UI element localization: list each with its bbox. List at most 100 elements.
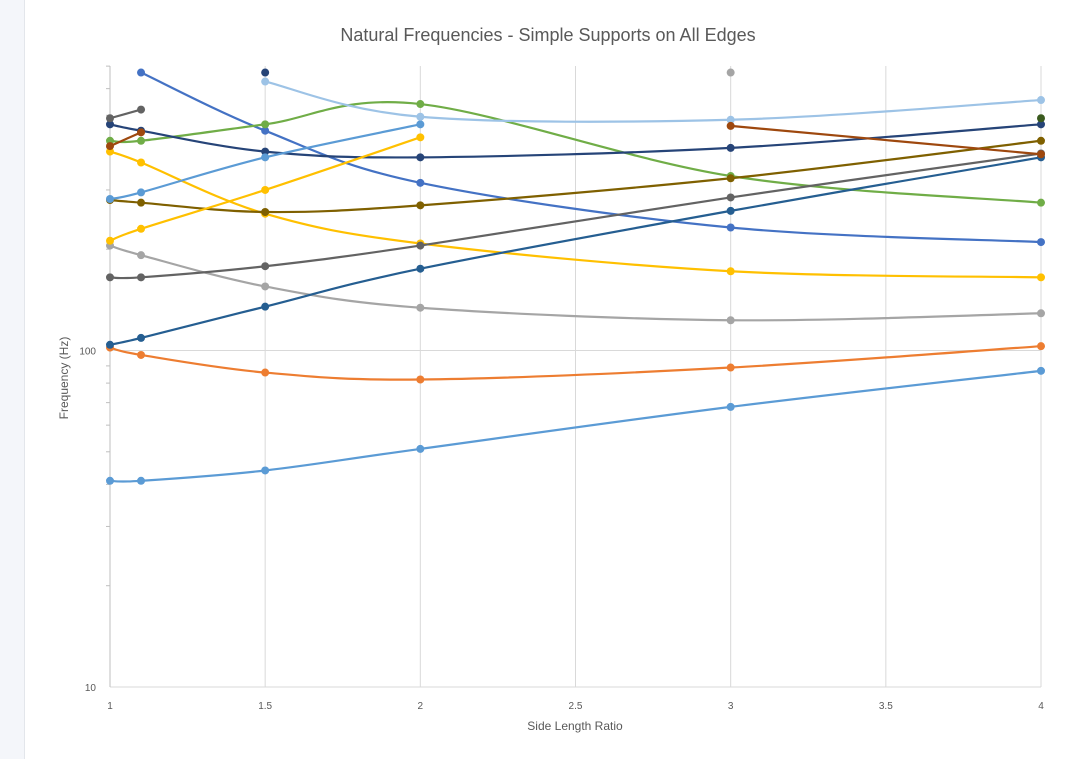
data-point	[1037, 136, 1045, 145]
chart-title: Natural Frequencies - Simple Supports on…	[340, 25, 755, 45]
data-point	[261, 466, 270, 475]
left-panel-edge	[0, 0, 25, 759]
data-point	[137, 136, 146, 145]
y-tick-label: 100	[79, 347, 96, 358]
series-line	[730, 124, 1042, 156]
data-point	[416, 241, 425, 250]
data-point	[726, 206, 735, 215]
data-point	[726, 68, 735, 77]
data-point	[137, 158, 146, 167]
data-point	[416, 112, 425, 121]
series-3	[106, 241, 1045, 325]
data-point	[261, 153, 270, 162]
data-point	[106, 194, 114, 203]
data-point	[726, 316, 735, 325]
series-line	[109, 108, 142, 120]
data-point	[137, 198, 146, 207]
x-axis-label: Side Length Ratio	[527, 719, 623, 733]
grid-lines	[110, 66, 1042, 688]
y-tick-label: 10	[85, 683, 97, 694]
data-point	[261, 77, 270, 86]
data-point	[261, 68, 270, 77]
data-point	[1037, 273, 1045, 282]
data-point	[726, 363, 735, 372]
data-point	[137, 188, 146, 197]
data-point	[137, 350, 146, 359]
data-point	[261, 185, 270, 194]
data-point	[261, 147, 270, 156]
x-tick-label: 3.5	[879, 701, 893, 712]
data-point	[726, 143, 735, 152]
data-point	[137, 251, 146, 260]
x-tick-label: 1.5	[258, 701, 272, 712]
data-point	[416, 133, 425, 142]
tick-labels: 1 1.5 2 2.5 3 3.5 4 10 100	[79, 347, 1044, 713]
series-16	[261, 77, 1045, 124]
data-point	[1037, 366, 1045, 375]
data-point	[1037, 342, 1045, 351]
data-point	[1037, 150, 1045, 159]
data-point	[261, 262, 270, 271]
data-point	[416, 201, 425, 210]
data-point	[137, 105, 146, 114]
series-1	[106, 366, 1045, 485]
data-point	[416, 444, 425, 453]
data-point	[726, 115, 735, 124]
data-point	[106, 236, 114, 245]
data-point	[1037, 96, 1045, 105]
series-19	[1037, 114, 1045, 123]
data-point	[726, 402, 735, 411]
data-point	[106, 147, 114, 156]
series-line	[264, 80, 1042, 123]
series-group	[106, 68, 1045, 485]
series-15	[106, 120, 425, 203]
data-point	[726, 121, 735, 130]
data-point	[726, 174, 735, 183]
series-17	[726, 121, 1045, 159]
data-point	[137, 68, 146, 77]
x-tick-label: 2.5	[569, 701, 583, 712]
data-point	[261, 120, 270, 129]
x-tick-label: 3	[728, 701, 734, 712]
data-point	[416, 120, 425, 129]
data-point	[416, 303, 425, 312]
series-line	[109, 131, 142, 148]
data-point	[106, 340, 114, 349]
series-line	[109, 136, 421, 242]
data-point	[726, 267, 735, 276]
data-point	[1037, 198, 1045, 207]
x-tick-label: 1	[107, 701, 113, 712]
series-8	[106, 128, 146, 151]
data-point	[261, 126, 270, 135]
series-13	[261, 68, 270, 77]
data-point	[416, 100, 425, 109]
axes	[106, 65, 111, 687]
data-point	[137, 273, 146, 282]
data-point	[1037, 238, 1045, 247]
x-tick-label: 2	[418, 701, 424, 712]
data-point	[416, 375, 425, 384]
data-point	[137, 224, 146, 233]
series-18	[726, 68, 735, 77]
data-point	[137, 128, 146, 137]
data-point	[106, 120, 114, 129]
data-point	[106, 273, 114, 282]
data-point	[726, 223, 735, 232]
data-point	[261, 302, 270, 311]
data-point	[106, 114, 114, 123]
data-point	[416, 178, 425, 187]
y-axis-label: Frequency (Hz)	[57, 337, 71, 420]
series-12	[106, 105, 146, 123]
data-point	[261, 368, 270, 377]
data-point	[416, 153, 425, 162]
data-point	[106, 476, 114, 485]
data-point	[1037, 309, 1045, 318]
series-5	[137, 68, 1045, 247]
data-point	[261, 207, 270, 216]
data-point	[261, 282, 270, 291]
series-14	[106, 133, 425, 245]
data-point	[137, 333, 146, 342]
data-point	[416, 264, 425, 273]
series-line	[140, 71, 1042, 244]
